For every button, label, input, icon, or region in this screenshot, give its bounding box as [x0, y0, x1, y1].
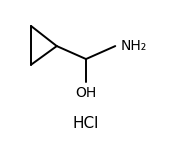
Text: HCl: HCl — [73, 116, 99, 131]
Text: OH: OH — [75, 86, 97, 100]
Text: NH₂: NH₂ — [120, 39, 147, 53]
